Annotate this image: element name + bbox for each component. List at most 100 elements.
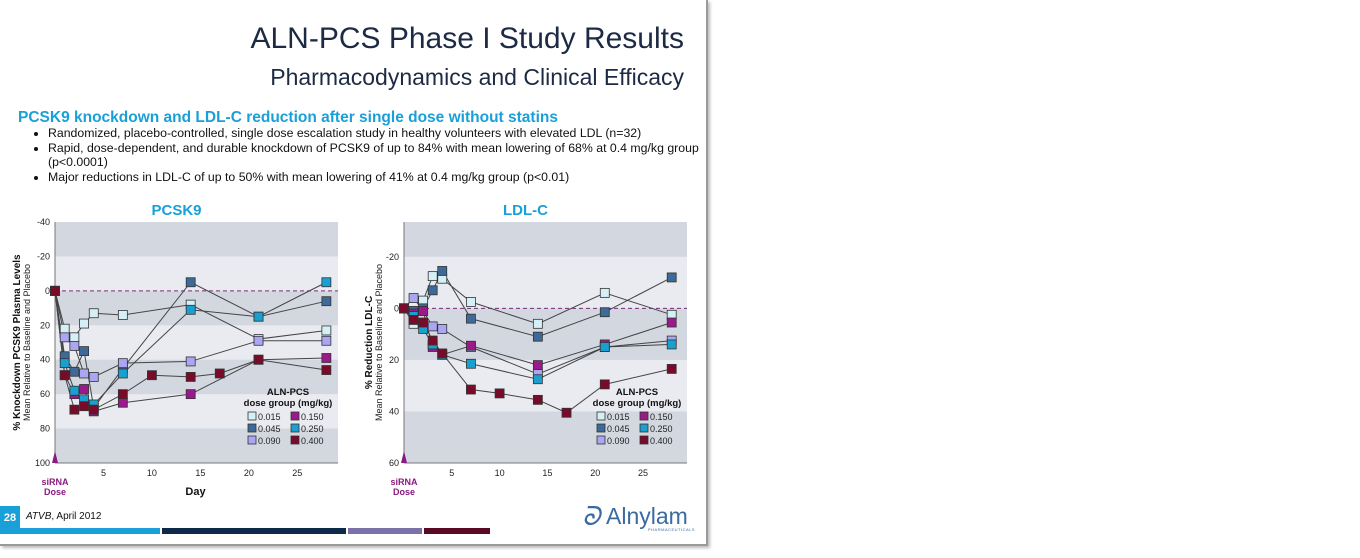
- data-point-0.090: [59, 332, 70, 343]
- legend-swatch: [639, 411, 649, 421]
- citation-journal: ATVB: [26, 511, 52, 522]
- legend-swatch: [290, 435, 300, 445]
- citation-date: , April 2012: [51, 511, 102, 522]
- band: [55, 359, 338, 395]
- data-point-0.150: [79, 384, 89, 394]
- y-tick-label: -20: [37, 251, 50, 261]
- footer-bar-purple: [348, 528, 422, 534]
- legend-title: dose group (mg/kg): [593, 398, 682, 409]
- legend-label: 0.150: [650, 412, 673, 422]
- data-point-0.015: [117, 310, 128, 320]
- legend-swatch: [290, 411, 300, 421]
- data-point-0.400: [69, 404, 80, 415]
- data-point-0.090: [427, 321, 438, 332]
- slide-subtitle: Pharmacodynamics and Clinical Efficacy: [270, 64, 684, 90]
- data-point-0.400: [321, 365, 332, 375]
- data-point-0.400: [88, 404, 99, 415]
- y-tick-label: 40: [40, 355, 50, 365]
- y-tick-label: 40: [389, 406, 399, 416]
- legend-swatch: [247, 411, 257, 421]
- y-tick-label: 80: [40, 424, 50, 434]
- y-tick-label: 0: [394, 303, 399, 313]
- legend-swatch: [596, 411, 606, 421]
- legend-swatch: [247, 435, 257, 445]
- y-tick-label: 20: [40, 320, 50, 330]
- data-point-0.015: [532, 318, 543, 329]
- legend-swatch: [639, 423, 649, 433]
- bullet-item: Randomized, placebo-controlled, single d…: [48, 126, 706, 141]
- dose-annotation: siRNA: [41, 477, 69, 487]
- page-number: 28: [0, 506, 20, 530]
- y-tick-label: 60: [40, 389, 50, 399]
- data-point-0.015: [466, 297, 476, 307]
- data-point-0.015: [88, 308, 99, 319]
- data-point-0.150: [185, 389, 196, 400]
- bullet-item: Rapid, dose-dependent, and durable knock…: [48, 141, 706, 170]
- data-point-0.400: [561, 407, 572, 418]
- x-tick-label: 5: [449, 468, 454, 478]
- data-point-0.015: [427, 271, 438, 282]
- logo-mark-icon: ᘐ: [582, 501, 601, 531]
- legend-label: 0.090: [607, 436, 630, 446]
- slide: ALN-PCS Phase I Study Results Pharmacody…: [0, 0, 708, 546]
- data-point-0.090: [117, 358, 128, 369]
- data-point-0.045: [466, 313, 476, 324]
- legend-swatch: [639, 435, 649, 445]
- data-point-0.400: [494, 388, 505, 399]
- footer-bar-blue: [0, 528, 160, 534]
- data-point-0.090: [79, 368, 89, 379]
- data-point-0.045: [69, 366, 80, 377]
- data-point-0.250: [117, 368, 128, 379]
- data-point-0.400: [466, 384, 476, 395]
- data-point-0.400: [79, 401, 89, 412]
- band: [55, 428, 338, 463]
- legend-label: 0.015: [607, 412, 630, 422]
- dose-arrow-icon: [52, 451, 58, 463]
- legend-label: 0.045: [258, 424, 281, 434]
- y-tick-label: 20: [389, 355, 399, 365]
- data-point-0.400: [147, 370, 157, 381]
- legend-label: 0.045: [607, 424, 630, 434]
- band: [55, 222, 338, 257]
- data-point-0.045: [599, 307, 610, 318]
- chart-title: PCSK9: [151, 202, 201, 219]
- legend-swatch: [247, 423, 257, 433]
- plot-area: [55, 222, 338, 463]
- data-point-0.250: [666, 339, 677, 350]
- data-point-0.400: [117, 389, 128, 400]
- data-point-0.045: [79, 346, 89, 357]
- data-point-0.250: [532, 374, 543, 385]
- data-point-0.400: [214, 368, 225, 379]
- chart-title: LDL-C: [503, 202, 548, 219]
- section-heading: PCSK9 knockdown and LDL-C reduction afte…: [18, 109, 558, 126]
- data-point-0.400: [59, 370, 70, 381]
- legend-label: 0.250: [650, 424, 673, 434]
- y-tick-label: -40: [37, 217, 50, 227]
- data-point-0.250: [69, 385, 80, 396]
- logo-subtext: PHARMACEUTICALS: [648, 527, 696, 532]
- x-tick-label: 25: [638, 468, 648, 478]
- data-point-0.400: [253, 354, 264, 365]
- data-point-0.045: [532, 331, 543, 342]
- data-point-0.045: [427, 285, 438, 296]
- legend-title: ALN-PCS: [616, 387, 658, 398]
- data-point-0.400: [532, 394, 543, 405]
- y-axis-sublabel: Mean Relative to Baseline and Placebo: [22, 264, 32, 421]
- y-axis-label: % Knockdown PCSK9 Plasma Levels: [12, 254, 23, 431]
- dose-annotation: Dose: [44, 487, 66, 497]
- data-point-0.015: [79, 318, 89, 329]
- data-point-0.400: [599, 379, 610, 390]
- y-tick-label: 0: [45, 286, 50, 296]
- data-point-0.150: [321, 353, 332, 363]
- data-point-0.090: [253, 335, 264, 346]
- data-point-0.045: [666, 272, 677, 283]
- band: [404, 222, 687, 257]
- x-tick-label: 5: [101, 468, 106, 478]
- bullet-list: Randomized, placebo-controlled, single d…: [20, 126, 706, 184]
- legend-swatch: [596, 435, 606, 445]
- legend-swatch: [596, 423, 606, 433]
- legend-label: 0.015: [258, 412, 281, 422]
- data-point-0.400: [185, 372, 196, 382]
- data-point-0.150: [466, 340, 476, 351]
